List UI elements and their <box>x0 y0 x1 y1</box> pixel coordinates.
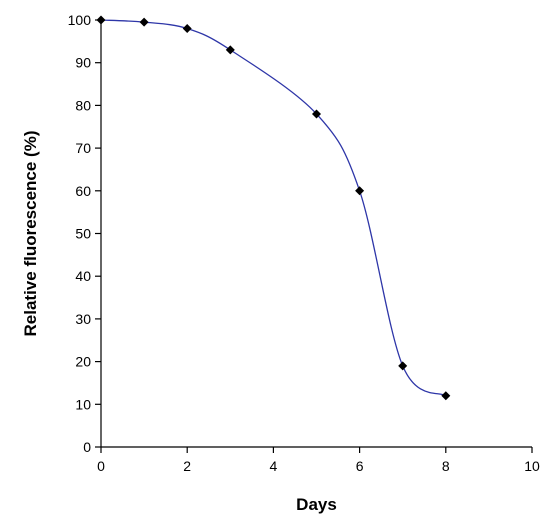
x-tick-label: 6 <box>356 458 364 474</box>
x-tick-label: 8 <box>442 458 450 474</box>
y-axis-ticks: 0 10 20 30 40 50 60 70 80 90 100 <box>68 12 101 455</box>
y-tick-label: 60 <box>75 183 91 199</box>
data-point-marker <box>312 109 321 119</box>
y-tick-label: 50 <box>75 226 91 242</box>
data-point-marker <box>225 45 235 55</box>
data-point-marker <box>441 391 451 401</box>
y-tick-label: 10 <box>75 396 91 412</box>
data-point-marker <box>96 15 106 25</box>
series-line <box>100 19 447 397</box>
data-point-marker <box>182 24 192 34</box>
data-point-marker <box>139 17 149 27</box>
y-tick-label: 30 <box>75 311 91 327</box>
x-tick-label: 4 <box>270 458 278 474</box>
x-axis-ticks: 0 2 4 6 8 10 <box>97 447 540 474</box>
y-tick-label: 40 <box>75 268 91 284</box>
data-point-marker <box>355 186 365 196</box>
y-tick-label: 90 <box>75 55 91 71</box>
x-tick-label: 0 <box>97 458 105 474</box>
y-tick-label: 100 <box>68 12 92 28</box>
y-tick-label: 70 <box>75 140 91 156</box>
y-tick-label: 0 <box>83 439 91 455</box>
series-markers <box>96 15 451 401</box>
y-tick-label: 80 <box>75 97 91 113</box>
x-tick-label: 10 <box>524 458 540 474</box>
y-axis-title: Relative fluorescence (%) <box>21 131 40 337</box>
data-point-marker <box>398 361 408 371</box>
y-tick-label: 20 <box>75 354 91 370</box>
x-axis-title: Days <box>296 495 337 514</box>
x-tick-label: 2 <box>183 458 191 474</box>
